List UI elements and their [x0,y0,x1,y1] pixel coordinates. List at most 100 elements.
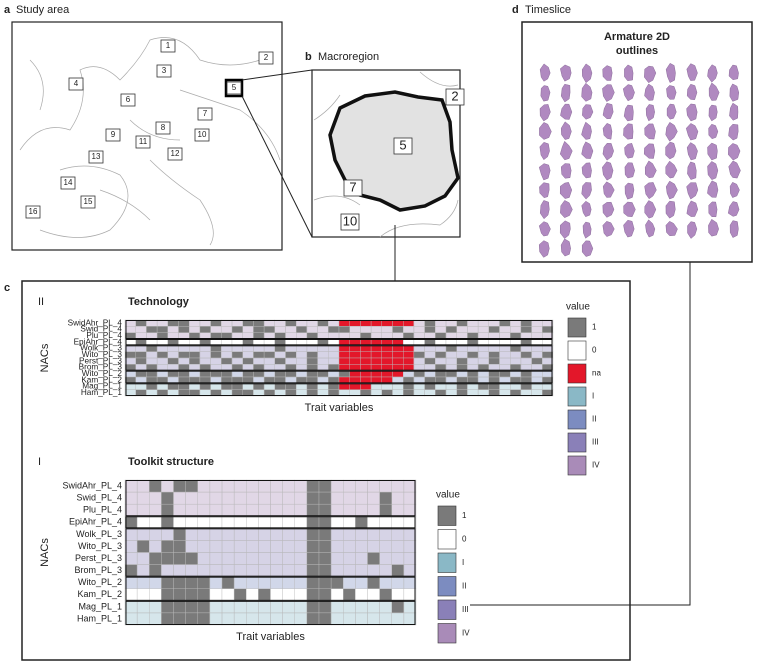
heat-cell [355,612,368,626]
outline-shape [665,221,678,237]
heat-cell [355,552,368,565]
heat-cell [270,588,283,602]
heat-cell [136,576,150,589]
heat-cell [349,326,361,333]
heat-cell [391,612,405,626]
heat-cell [231,357,243,365]
legend-label: I [462,558,464,567]
legend-label: 0 [592,346,597,355]
panel-title: Macroregion [318,51,379,63]
heat-cell [318,540,332,553]
heat-cell [270,516,283,529]
heat-cell [456,351,468,359]
heat-cell [197,540,211,553]
heat-cell [258,576,271,589]
heat-cell [531,326,543,333]
heat-cell [161,491,174,505]
outline-shape [624,162,635,179]
outline-shape [728,143,741,161]
heat-cell [531,357,543,365]
heat-cell [306,540,320,553]
heat-cell [173,564,186,577]
row-label: SwidAhr_PL_4 [62,480,122,490]
row-label: Wolk_PL_3 [80,344,122,353]
heat-cell [197,552,211,565]
outline-grid [538,63,741,258]
heat-cell [403,540,417,553]
heat-cell [221,516,235,529]
x-axis-label: Trait variables [305,402,374,414]
outline-shape [708,219,719,237]
heat-cell [367,588,380,602]
heat-cell [136,612,150,626]
row-label: Wolk_PL_3 [76,529,122,539]
heat-cell [136,479,150,493]
group-outline [125,370,553,384]
region-label: 4 [74,79,79,88]
heat-cell [306,351,318,359]
heat-cell [136,564,150,577]
heat-cell [306,552,320,565]
heat-cell [403,612,417,626]
heat-cell [488,351,500,359]
region-box [25,205,41,219]
heat-cell [274,326,286,333]
heat-cell [318,576,332,589]
heat-cell [355,540,368,553]
heat-cell [391,600,405,614]
heat-cell [343,564,356,577]
heat-cell [173,491,186,505]
heat-cell [270,600,283,614]
outline-shape [686,103,698,122]
heat-cell [209,564,223,577]
outline-shape [602,161,614,181]
heat-cell [199,357,211,365]
heat-cell [209,540,223,553]
heat-cell [185,540,198,553]
heat-cell [135,351,147,359]
heat-cell [136,528,150,541]
region-label: 14 [64,178,73,187]
outline-shape [539,104,551,122]
outline-shape [686,182,699,200]
heat-cell [355,503,368,517]
row-label: Wito_PL_2 [78,577,122,587]
group-outline [125,345,553,371]
heat-cell [413,326,425,333]
heat-cell [233,612,247,626]
heat-cell [282,479,295,493]
outline-shape [686,63,698,81]
heat-cell [330,612,344,626]
outline-shape [708,82,720,101]
region-label: 13 [92,152,101,161]
heat-cell [403,588,417,602]
heat-cell [338,351,350,359]
heat-cell [456,357,468,365]
y-axis-label: NACs [39,538,51,567]
heat-cell [185,588,198,602]
heat-cell [161,600,174,614]
heat-cell [149,503,162,517]
outline-shape [687,161,697,180]
outline-shape [559,140,573,161]
outline-shape [686,142,698,161]
heat-cell [221,600,235,614]
heat-cell [221,540,235,553]
heat-cell [161,576,174,589]
outline-shape [540,85,551,102]
row-label: Wito_PL_2 [82,369,123,378]
outline-shape [560,238,571,257]
heat-cell [185,552,198,565]
legend-label: I [592,392,594,401]
heat-cell [542,357,554,365]
heat-cell [282,576,295,589]
heat-cell [367,528,380,541]
heat-cell [391,491,405,505]
heat-cell [510,351,522,359]
heat-cell [124,612,138,626]
heat-cell [488,357,500,365]
outline-shape [582,104,594,120]
heat-cell [360,351,372,359]
heat-cell [542,326,554,333]
